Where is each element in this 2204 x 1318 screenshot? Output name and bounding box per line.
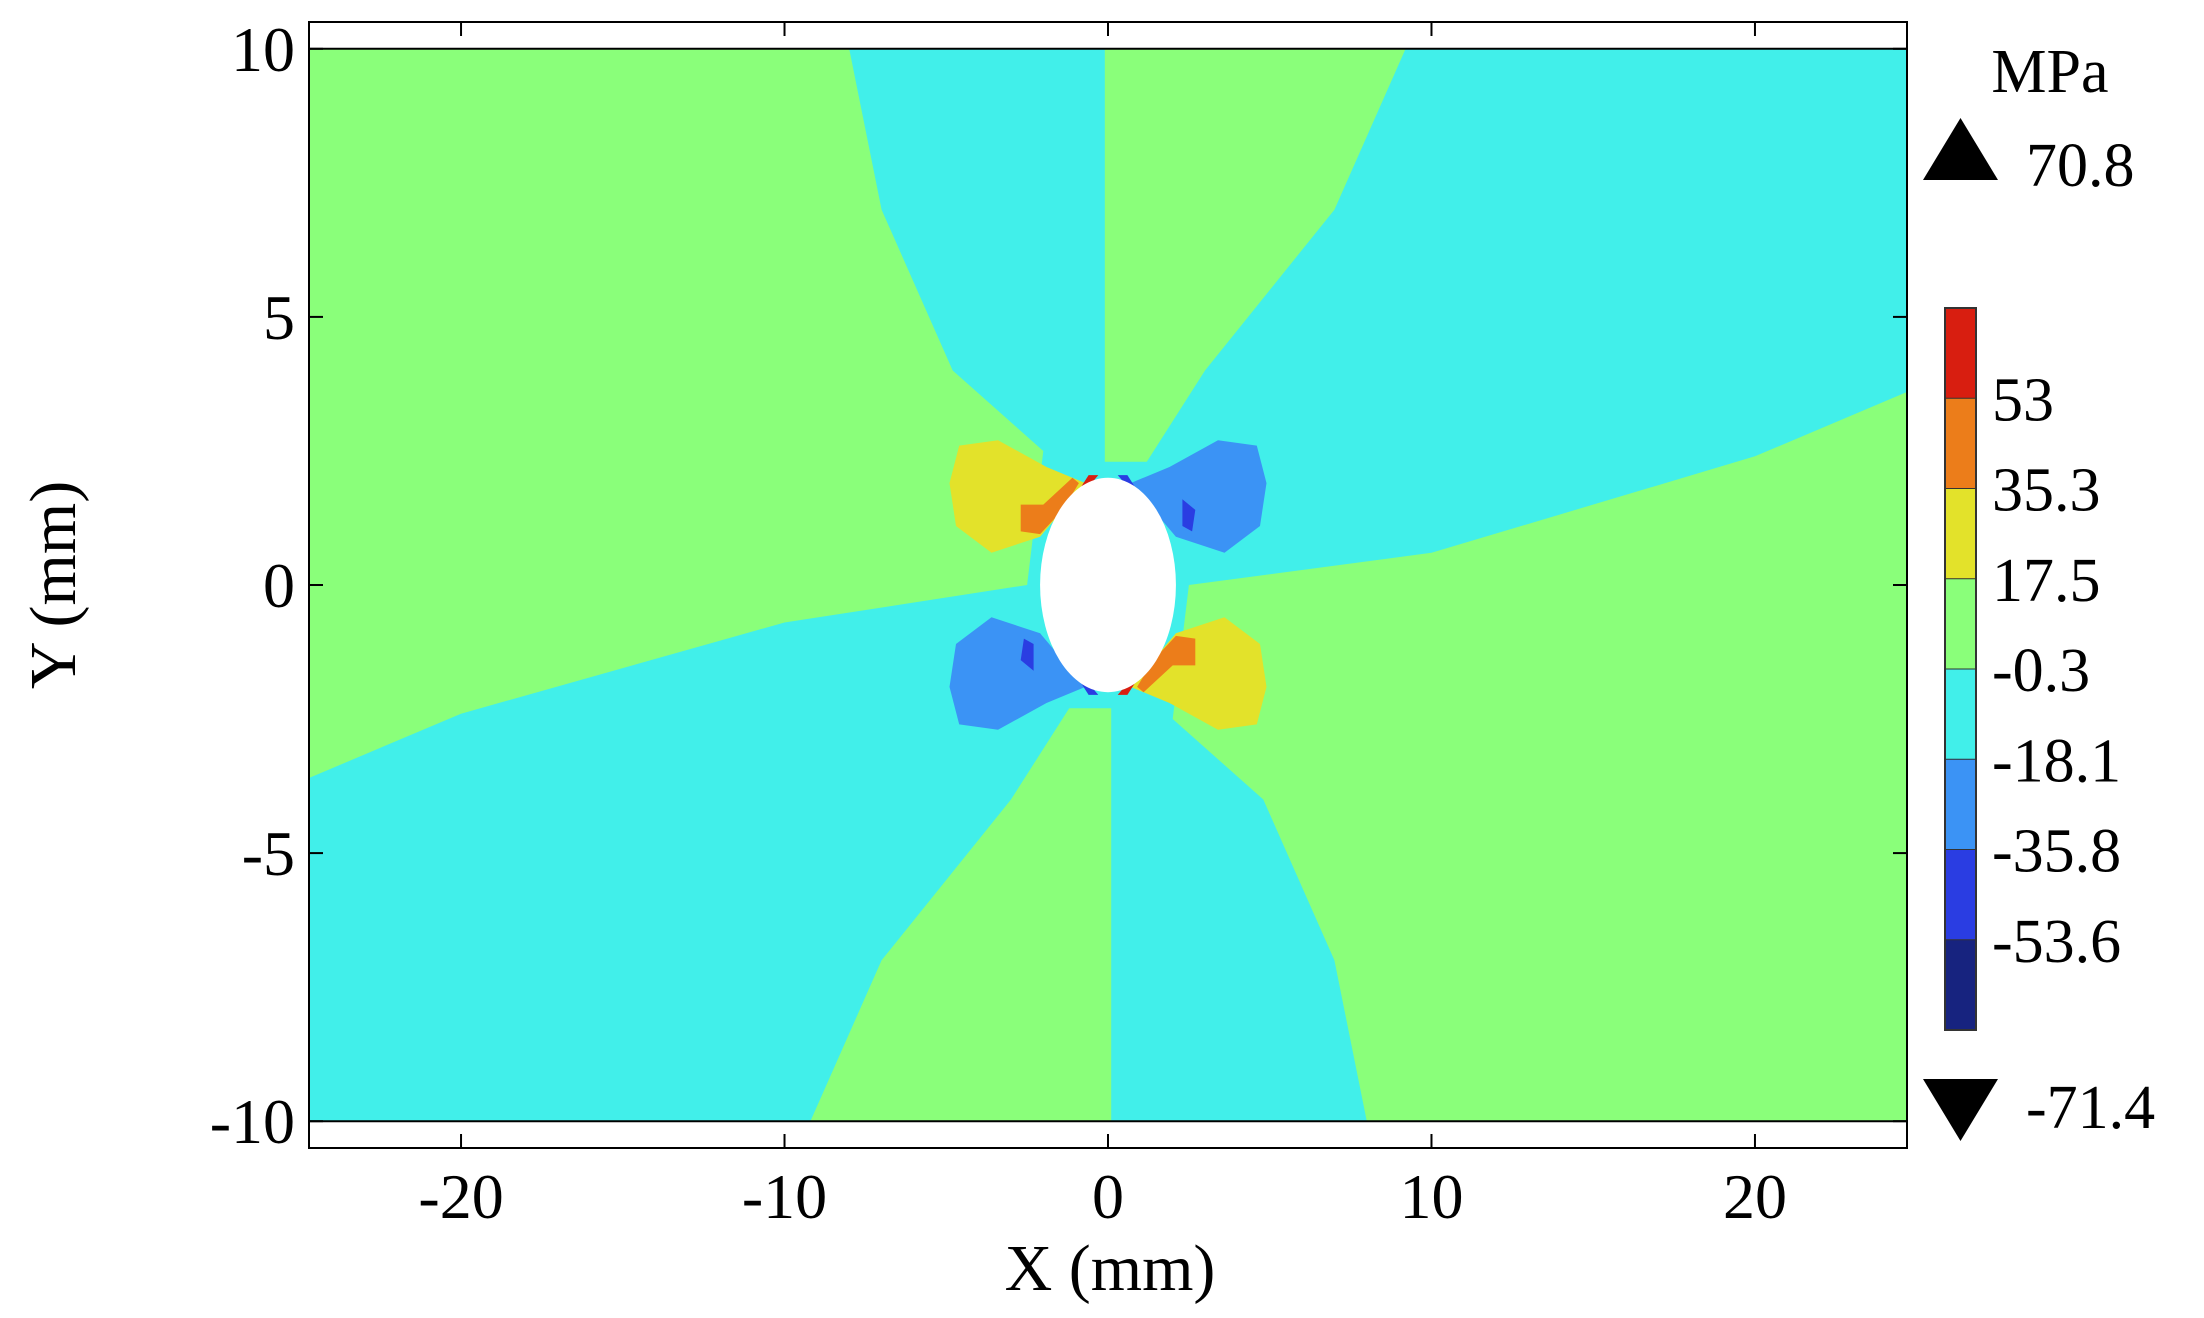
colorbar-min-triangle-icon (1923, 1079, 1998, 1141)
y-tick-label: -10 (210, 1086, 295, 1157)
contour-region-darkblue-spot-upper-right (1182, 499, 1196, 532)
colorbar-bin (1945, 759, 1976, 850)
plot-area: -20 -10 0 10 20 -10 -5 0 5 10 (210, 14, 1908, 1232)
contour-region-yellow-lobe-upper-left (949, 440, 1086, 553)
x-tick-label: 10 (1399, 1161, 1463, 1232)
contour-region-green-lower-right (1172, 392, 1907, 1122)
y-tick-label: 5 (263, 282, 295, 353)
colorbar-bin (1945, 398, 1976, 489)
contour-region-yellow-lobe-lower-right (1130, 617, 1267, 730)
contour-region-orange-spot-lower-right (1137, 635, 1196, 693)
colorbar-bin (1945, 849, 1976, 941)
colorbar-bin (1945, 578, 1976, 670)
x-tick-label: 20 (1723, 1161, 1787, 1232)
colorbar-max-label: 70.8 (2026, 132, 2135, 200)
colorbar-min-label: -71.4 (2026, 1074, 2155, 1142)
colorbar-tick-label: -0.3 (1992, 637, 2090, 705)
contour-region-blue-lobe-upper-right (1130, 440, 1267, 553)
central-hole (1040, 477, 1176, 693)
contour-region-orange-spot-upper-left (1020, 477, 1079, 535)
colorbar-tick-labels: 53 35.3 17.5 -0.3 -18.1 -35.8 -53.6 (1945, 366, 2121, 976)
colorbar-bin (1945, 488, 1976, 580)
x-axis-ticks: -20 -10 0 10 20 (418, 22, 1787, 1232)
colorbar-tick-label: 17.5 (1992, 547, 2101, 615)
colorbar-unit: MPa (1991, 38, 2108, 106)
y-tick-label: -5 (242, 818, 295, 889)
colorbar-tick-label: -35.8 (1992, 818, 2121, 886)
colorbar-tick-label: 53 (1992, 366, 2054, 434)
contour-region-darkblue-spot-lower-left (1020, 638, 1034, 671)
colorbar-tick-label: 35.3 (1992, 457, 2101, 525)
contour-region-blue-lobe-lower-left (949, 617, 1086, 730)
colorbar: MPa 70.8 53 35.3 17.5 -0.3 -18.1 -35.8 -53.6 -… (1923, 38, 2155, 1142)
x-tick-label: 0 (1092, 1161, 1124, 1232)
colorbar-tick-label: -18.1 (1992, 727, 2121, 795)
x-tick-label: -20 (418, 1161, 503, 1232)
x-tick-label: -10 (742, 1161, 827, 1232)
colorbar-tick-label: -53.6 (1992, 908, 2121, 976)
y-axis-title: Y (mm) (17, 481, 90, 689)
colorbar-bin (1945, 939, 1976, 1031)
colorbar-bin (1945, 669, 1976, 760)
y-tick-label: 0 (263, 550, 295, 621)
contour-region-green-upper-left (309, 48, 1044, 778)
contour-region-green-lower-center (810, 708, 1112, 1122)
colorbar-bin (1945, 308, 1976, 399)
contour-region-green-upper-center (1104, 48, 1406, 462)
y-tick-label: 10 (231, 14, 295, 85)
colorbar-max-triangle-icon (1923, 118, 1998, 180)
y-axis-ticks: -10 -5 0 5 10 (210, 14, 1907, 1157)
colorbar-bins (1945, 308, 1976, 1031)
x-axis-title: X (mm) (1005, 1232, 1216, 1305)
